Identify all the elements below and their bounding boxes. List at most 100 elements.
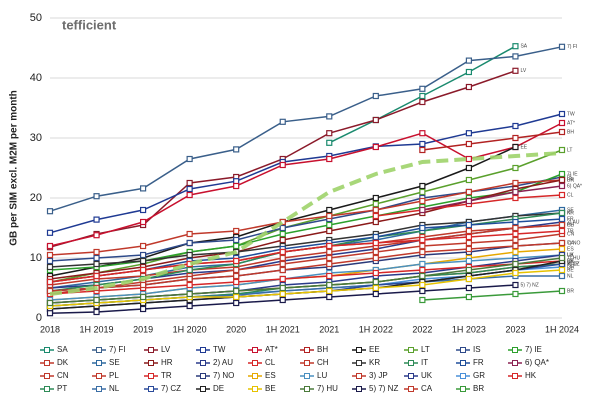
series-line <box>49 269 563 307</box>
point <box>465 197 473 205</box>
point <box>233 278 240 286</box>
point <box>372 116 379 124</box>
legend-label: DK <box>57 358 69 367</box>
end-label: BH <box>567 129 574 135</box>
legend-label: PT <box>57 384 67 393</box>
point <box>512 188 519 196</box>
point <box>139 293 147 301</box>
point <box>558 182 566 190</box>
legend-marker <box>512 347 518 353</box>
point <box>279 260 286 268</box>
point <box>419 206 426 214</box>
end-label: 7) CZ <box>567 261 580 267</box>
legend-marker <box>200 386 206 392</box>
point <box>233 272 240 280</box>
point <box>465 57 473 64</box>
legend-label: SE <box>109 358 120 367</box>
point <box>93 216 100 223</box>
point <box>93 296 100 304</box>
point <box>558 209 566 217</box>
point <box>512 164 519 172</box>
point <box>93 232 100 239</box>
point <box>372 269 379 277</box>
point <box>558 110 566 118</box>
legend-marker <box>460 386 466 392</box>
point <box>46 299 54 307</box>
legend-marker <box>148 373 154 379</box>
point <box>512 43 519 50</box>
point <box>186 281 193 289</box>
point <box>326 281 333 289</box>
point <box>512 53 519 60</box>
point <box>558 146 566 154</box>
legend-marker <box>304 360 310 366</box>
point <box>279 254 286 262</box>
point <box>372 92 379 100</box>
legend-label: 3) JP <box>369 371 388 380</box>
point <box>46 242 54 250</box>
series-line <box>422 290 563 301</box>
legend-label: 7) NO <box>213 371 234 380</box>
legend-marker <box>460 373 466 379</box>
point <box>326 206 333 214</box>
point <box>233 236 240 244</box>
point <box>558 245 566 253</box>
point <box>233 293 240 301</box>
point <box>558 254 566 262</box>
x-tick-label: 2022 <box>412 324 432 334</box>
point <box>465 68 473 76</box>
legend-label: BE <box>265 384 276 393</box>
legend-marker <box>304 386 310 392</box>
end-label: TR <box>567 228 574 234</box>
point <box>326 293 333 301</box>
end-label: LV <box>520 68 526 74</box>
legend-marker <box>408 360 414 366</box>
end-label: CL <box>567 192 574 198</box>
point <box>233 299 240 307</box>
series-line <box>49 224 563 286</box>
legend-label: AT* <box>265 345 278 354</box>
point <box>558 287 566 295</box>
legend-label: 5) 7) NZ <box>369 384 398 393</box>
point <box>233 287 240 295</box>
legend-marker <box>96 347 102 353</box>
point <box>186 239 193 247</box>
point <box>93 308 100 316</box>
point <box>558 272 566 280</box>
point <box>372 239 379 247</box>
end-label: 7) NO <box>567 240 580 246</box>
legend-marker <box>356 347 362 353</box>
point <box>512 194 519 202</box>
legend-marker <box>44 386 50 392</box>
point <box>419 248 426 256</box>
point <box>419 272 426 280</box>
point <box>186 275 193 283</box>
point <box>326 155 333 163</box>
legend-label: CH <box>317 358 329 367</box>
legend-label: 7) HU <box>317 384 338 393</box>
end-label: LT <box>567 147 572 153</box>
legend-label: 6) QA* <box>525 358 549 367</box>
point <box>186 155 193 163</box>
point <box>372 218 379 226</box>
series-line <box>49 46 563 212</box>
point <box>93 254 100 262</box>
series-line <box>422 131 563 151</box>
series-line <box>49 149 563 283</box>
point <box>558 128 566 136</box>
legend-marker <box>44 373 50 379</box>
point <box>186 266 193 274</box>
point <box>419 224 426 232</box>
x-tick-label: 2019 <box>133 324 153 334</box>
series-line <box>422 185 563 211</box>
end-label: SA <box>520 44 527 50</box>
point <box>139 185 147 192</box>
point <box>279 290 286 298</box>
legend-marker <box>512 360 518 366</box>
legend-label: PL <box>109 371 119 380</box>
point <box>465 83 473 91</box>
legend-marker <box>96 373 102 379</box>
legend-marker <box>252 373 258 379</box>
end-label: IT <box>567 210 571 216</box>
series-line <box>49 230 563 283</box>
